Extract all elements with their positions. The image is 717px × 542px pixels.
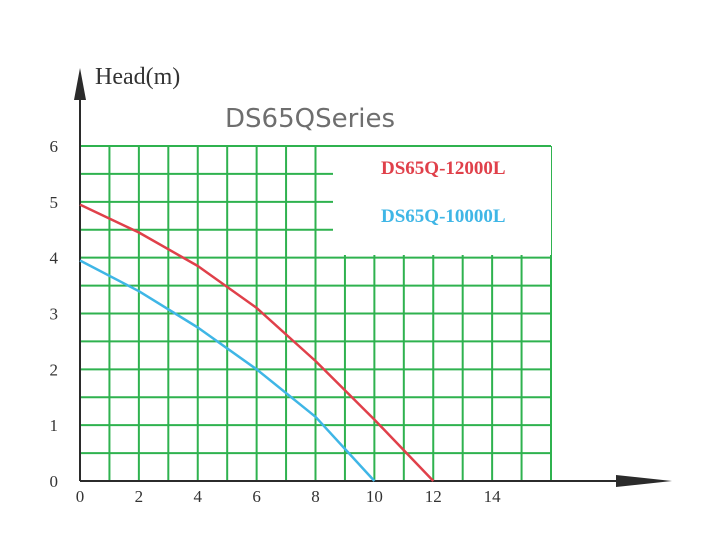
- legend-box: [333, 147, 551, 255]
- y-tick-label: 1: [50, 416, 59, 435]
- x-tick-label: 2: [135, 487, 144, 506]
- x-tick-label: 6: [252, 487, 261, 506]
- legend-entry-12000l: DS65Q-12000L: [381, 158, 506, 179]
- y-tick-label: 3: [50, 305, 59, 324]
- y-axis-label: Head(m): [95, 64, 180, 90]
- y-tick-label: 0: [50, 472, 59, 491]
- y-tick-label: 5: [50, 193, 59, 212]
- x-tick-label: 14: [484, 487, 502, 506]
- chart-title: DS65QSeries: [225, 104, 395, 134]
- y-axis-arrow: [74, 68, 86, 100]
- series-line-1: [79, 259, 376, 482]
- x-axis-arrow: [616, 475, 672, 487]
- x-tick-label: 0: [76, 487, 85, 506]
- x-tick-label: 12: [425, 487, 442, 506]
- x-tick-label: 10: [366, 487, 383, 506]
- y-tick-label: 4: [50, 249, 59, 268]
- chart-axes: [74, 68, 672, 487]
- legend-entry-10000l: DS65Q-10000L: [381, 206, 506, 227]
- x-tick-label: 8: [311, 487, 320, 506]
- y-tick-label: 6: [50, 137, 59, 156]
- series-lines: [79, 203, 435, 482]
- y-tick-label: 2: [50, 360, 59, 379]
- x-tick-label: 4: [194, 487, 203, 506]
